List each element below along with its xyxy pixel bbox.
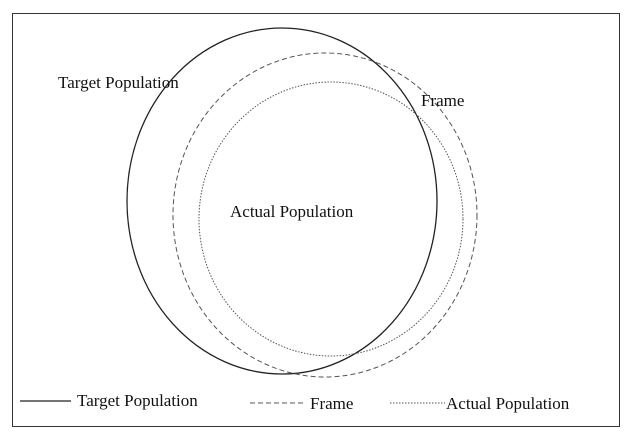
legend-frame-label: Frame <box>310 394 354 413</box>
diagram-border <box>12 13 620 427</box>
target-population-label: Target Population <box>58 73 179 92</box>
frame-label: Frame <box>421 91 465 110</box>
frame-circle <box>172 52 478 378</box>
legend-target-label: Target Population <box>77 391 198 410</box>
actual-population-circle <box>198 81 464 357</box>
actual-population-label: Actual Population <box>230 202 354 221</box>
legend-actual-label: Actual Population <box>446 394 570 413</box>
target-population-circle <box>126 27 438 375</box>
